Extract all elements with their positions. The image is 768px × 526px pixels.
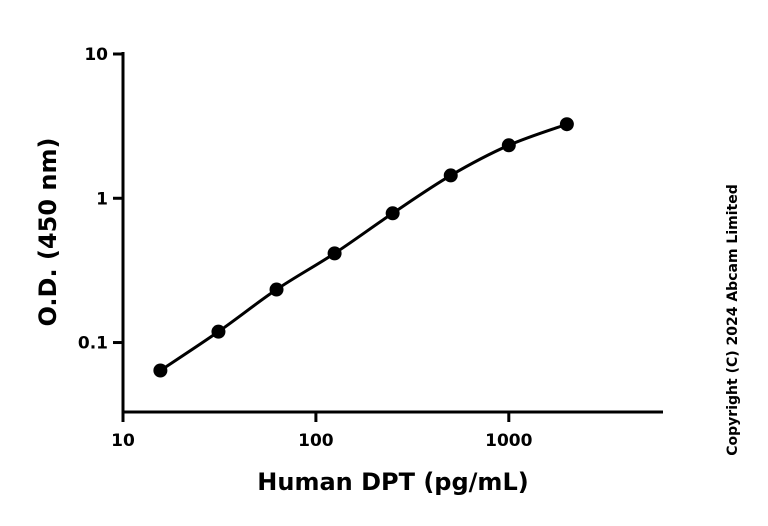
data-point <box>501 138 516 153</box>
data-point <box>443 168 458 183</box>
data-point <box>559 117 574 132</box>
y-tick-label: 10 <box>84 45 108 65</box>
data-point <box>327 246 342 261</box>
data-point <box>385 206 400 221</box>
x-tick-label: 100 <box>298 431 334 451</box>
copyright: Copyright (C) 2024 Abcam Limited <box>725 184 741 455</box>
x-tick-label: 10 <box>111 431 135 451</box>
data-point <box>269 282 284 297</box>
y-tick-label: 0.1 <box>78 334 108 354</box>
data-point <box>153 363 168 378</box>
x-tick-label: 1000 <box>485 431 532 451</box>
x-axis-label: Human DPT (pg/mL) <box>257 468 528 496</box>
y-tick-label: 1 <box>96 189 108 209</box>
data-point <box>211 324 226 339</box>
y-axis-label: O.D. (450 nm) <box>34 138 62 327</box>
